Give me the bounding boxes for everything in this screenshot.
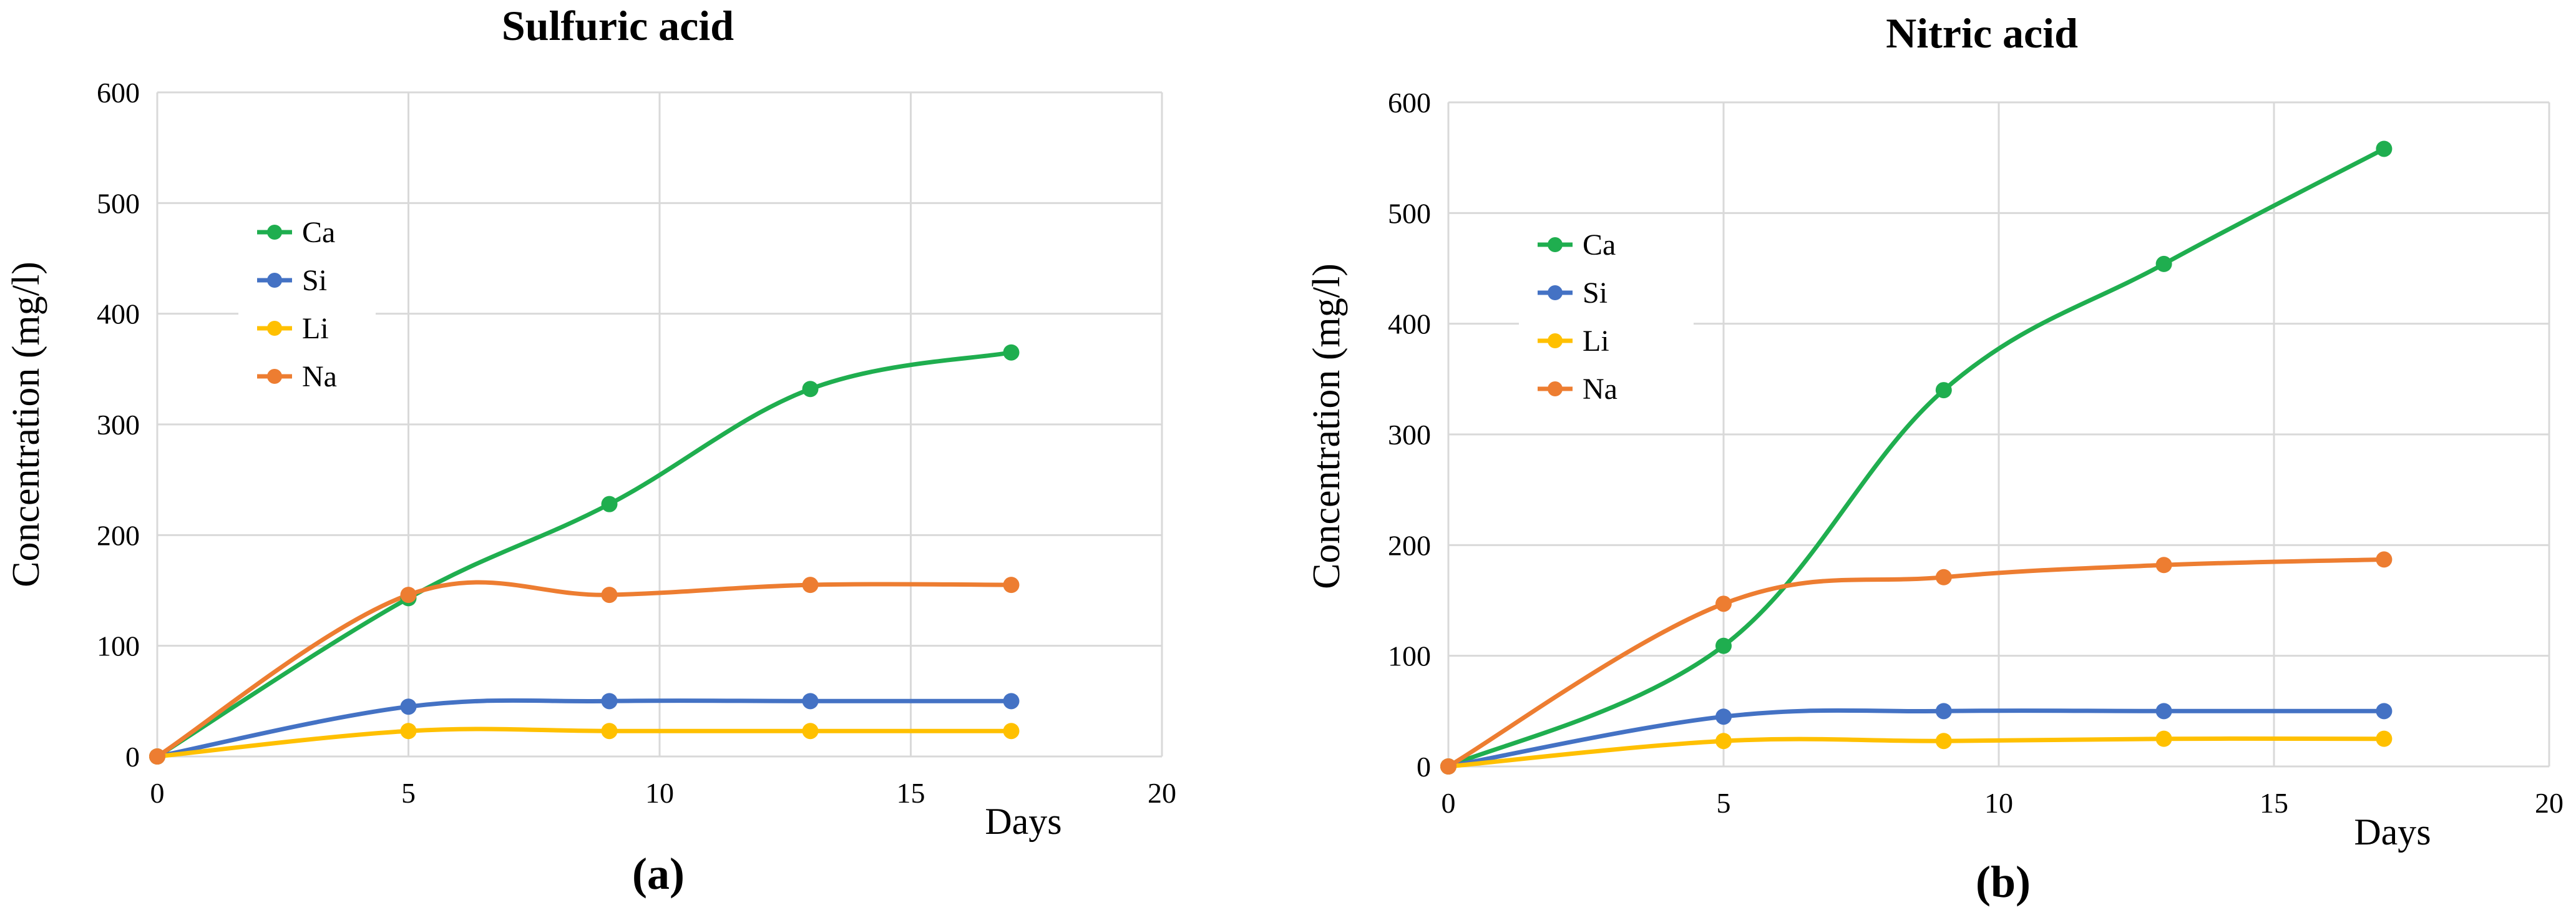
data-point-li bbox=[2376, 730, 2393, 747]
chart-panel-sulfuric-acid: 0 100 200 300 400 500 600 0 5 10 15 20 Ca Si Li Na Sulfu… bbox=[5, 2, 1176, 899]
data-point-si bbox=[400, 698, 417, 715]
chart-title: Sulfuric acid bbox=[502, 2, 734, 49]
data-point-ca bbox=[1715, 637, 1732, 654]
data-point-na bbox=[2376, 551, 2393, 568]
data-point-na bbox=[1715, 595, 1732, 612]
data-point-ca bbox=[601, 496, 618, 512]
y-tick-label: 300 bbox=[1388, 419, 1431, 451]
legend-label-si: Si bbox=[1583, 276, 1608, 310]
legend-swatch-marker-si bbox=[267, 273, 282, 288]
legend-label-si: Si bbox=[302, 264, 327, 297]
legend-label-ca: Ca bbox=[302, 216, 335, 249]
x-tick-label: 15 bbox=[897, 777, 925, 809]
y-tick-label: 0 bbox=[125, 741, 140, 773]
data-point-li bbox=[802, 723, 819, 740]
y-tick-label: 200 bbox=[97, 519, 140, 551]
series-line-na bbox=[1446, 557, 2386, 769]
series-line-li bbox=[1446, 736, 2386, 769]
data-point-ca bbox=[1003, 344, 1020, 361]
data-point-ca bbox=[2155, 255, 2172, 272]
y-tick-label: 400 bbox=[1388, 308, 1431, 340]
data-point-si bbox=[1003, 693, 1020, 710]
panel-caption: (b) bbox=[1976, 857, 2031, 907]
data-point-na bbox=[1935, 569, 1952, 585]
series-line-na bbox=[155, 580, 1013, 759]
legend-swatch-marker-ca bbox=[1548, 237, 1563, 252]
data-point-si bbox=[802, 693, 819, 710]
chart-panel-nitric-acid: 0 100 200 300 400 500 600 0 5 10 15 20 Ca Si Li Na Nitri… bbox=[1305, 9, 2564, 907]
y-tick-label: 100 bbox=[1388, 640, 1431, 672]
y-tick-label: 600 bbox=[1388, 87, 1431, 119]
y-tick-label: 0 bbox=[1417, 751, 1431, 783]
legend-swatch-marker-li bbox=[1548, 333, 1563, 348]
data-point-ca bbox=[1935, 382, 1952, 399]
panel-caption: (a) bbox=[632, 849, 685, 899]
data-point-si bbox=[2376, 703, 2393, 720]
legend-label-na: Na bbox=[302, 360, 337, 393]
x-tick-label: 5 bbox=[401, 777, 416, 809]
data-point-li bbox=[1715, 733, 1732, 750]
data-point-ca bbox=[2376, 140, 2393, 157]
y-axis-label: Concentration (mg/l) bbox=[5, 262, 47, 587]
data-point-na bbox=[2155, 557, 2172, 574]
legend-label-li: Li bbox=[1583, 325, 1609, 358]
x-axis-label: Days bbox=[2354, 811, 2431, 853]
x-tick-label: 0 bbox=[1442, 787, 1456, 819]
x-tick-label: 20 bbox=[1148, 777, 1176, 809]
legend-swatch-marker-si bbox=[1548, 285, 1563, 300]
series-line-si bbox=[155, 698, 1013, 759]
y-tick-label: 300 bbox=[97, 409, 140, 441]
data-point-na bbox=[1440, 758, 1456, 775]
x-tick-label: 15 bbox=[2260, 787, 2288, 819]
series-line-ca bbox=[1446, 147, 2386, 769]
legend-label-na: Na bbox=[1583, 373, 1617, 406]
data-point-ca bbox=[802, 381, 819, 398]
legend-label-li: Li bbox=[302, 312, 329, 345]
legend-swatch-marker-ca bbox=[267, 225, 282, 240]
y-axis-label: Concentration (mg/l) bbox=[1305, 263, 1348, 589]
y-tick-label: 400 bbox=[97, 298, 140, 330]
data-point-na bbox=[601, 587, 618, 604]
data-point-li bbox=[601, 723, 618, 740]
legend-swatch-marker-na bbox=[1548, 381, 1563, 396]
legend-swatch-marker-na bbox=[267, 369, 282, 384]
legend-label-ca: Ca bbox=[1583, 228, 1616, 262]
chart-title: Nitric acid bbox=[1886, 9, 2078, 57]
y-tick-label: 100 bbox=[97, 630, 140, 662]
x-tick-label: 10 bbox=[1984, 787, 2013, 819]
y-tick-label: 600 bbox=[97, 77, 140, 109]
data-point-na bbox=[400, 587, 417, 604]
data-point-li bbox=[1003, 723, 1020, 740]
legend-swatch-marker-li bbox=[267, 321, 282, 336]
data-point-na bbox=[802, 577, 819, 594]
series-line-ca bbox=[155, 350, 1013, 759]
data-point-si bbox=[601, 693, 618, 710]
x-tick-label: 10 bbox=[645, 777, 674, 809]
y-tick-label: 200 bbox=[1388, 529, 1431, 561]
y-tick-label: 500 bbox=[97, 187, 140, 219]
data-point-na bbox=[149, 748, 165, 765]
data-point-si bbox=[1715, 708, 1732, 725]
series-line-li bbox=[155, 727, 1013, 759]
x-tick-label: 5 bbox=[1717, 787, 1731, 819]
data-point-li bbox=[1935, 733, 1952, 750]
x-tick-label: 0 bbox=[150, 777, 165, 809]
y-tick-label: 500 bbox=[1388, 197, 1431, 229]
data-point-si bbox=[1935, 703, 1952, 720]
data-point-na bbox=[1003, 577, 1020, 594]
data-point-li bbox=[2155, 730, 2172, 747]
x-tick-label: 20 bbox=[2535, 787, 2564, 819]
x-axis-label: Days bbox=[985, 801, 1061, 842]
data-point-si bbox=[2155, 703, 2172, 720]
data-point-li bbox=[400, 723, 417, 740]
